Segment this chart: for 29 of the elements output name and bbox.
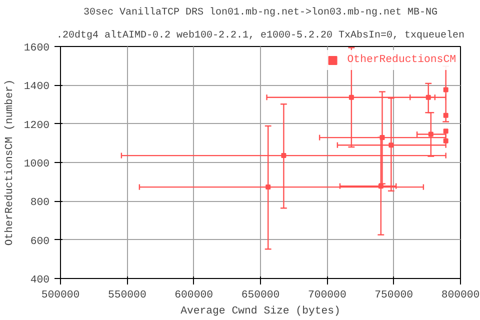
y-tick-label: 800 <box>30 197 50 210</box>
y-tick-label: 1400 <box>24 81 50 94</box>
x-tick-label: 750000 <box>374 290 414 302</box>
point <box>443 128 448 134</box>
x-tick-label: 650000 <box>241 290 280 302</box>
chart-title: 30sec VanillaTCP DRS lon01.mb-ng.net->lon03.mb-ng.net MB-NG <box>83 6 438 18</box>
point <box>443 112 448 118</box>
point <box>443 87 448 92</box>
point <box>266 184 271 190</box>
point <box>281 153 286 158</box>
point <box>428 132 434 137</box>
x-tick-label: 500000 <box>41 290 80 302</box>
y-tick-label: 400 <box>30 274 50 286</box>
x-tick-label: 700000 <box>308 290 346 302</box>
point <box>426 94 431 100</box>
x-tick-label: 550000 <box>108 290 146 302</box>
y-tick-label: 1600 <box>24 42 50 54</box>
y-axis-title: OtherReductionsCM (number) <box>4 79 16 246</box>
y-tick-label: 1200 <box>24 120 50 132</box>
legend-label: OtherReductionsCM <box>347 54 456 66</box>
x-axis-title: Average Cwnd Size (bytes) <box>180 306 340 318</box>
y-tick-label: 600 <box>30 236 50 248</box>
y-tick-label: 1000 <box>24 158 50 170</box>
point <box>388 142 394 148</box>
x-tick-label: 800000 <box>441 290 480 302</box>
point <box>443 138 448 144</box>
point <box>348 94 354 100</box>
chart-subtitle: .20dtg4 altAIMD-0.2 web100-2.2.1, e1000-5.2.20 TxAbsIn=0, txqueuelen <box>56 30 465 42</box>
x-tick-label: 600000 <box>174 290 214 302</box>
